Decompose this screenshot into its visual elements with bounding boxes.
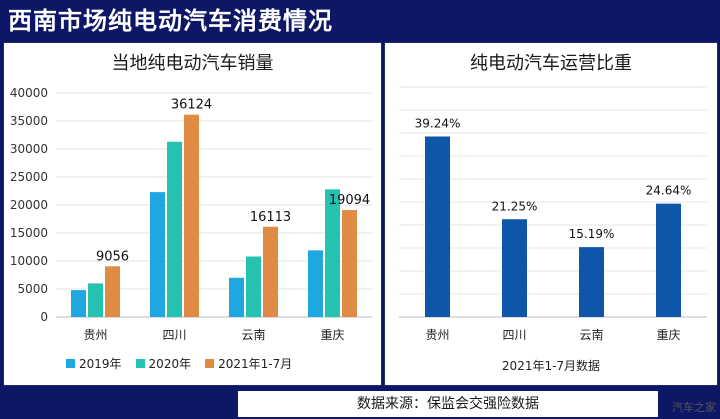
legend-label-2021: 2021年1-7月 [218, 357, 293, 371]
sales-bar-2019年-重庆 [308, 250, 323, 317]
sales-ytick-label: 35000 [10, 114, 48, 128]
share-bar-贵州 [425, 136, 450, 317]
sales-ytick-label: 10000 [10, 254, 48, 268]
legend-label-2019: 2019年 [79, 357, 122, 371]
legend-2021: 2021年1-7月 [205, 355, 292, 372]
sales-data-label: 36124 [171, 98, 212, 113]
sales-legend: 2019年 2020年 2021年1-7月 [66, 355, 292, 372]
legend-swatch-2021 [205, 359, 215, 368]
sales-ytick-label: 25000 [10, 170, 48, 184]
source-note: 数据来源：保监会交强险数据 [238, 391, 658, 417]
share-bar-重庆 [656, 203, 681, 317]
share-data-label: 15.19% [569, 227, 615, 241]
share-xtick-label: 云南 [579, 327, 603, 342]
share-data-label: 24.64% [646, 184, 692, 198]
share-chart: 39.24% 贵州 21.25% 四川 15.19% 云南 24.64% 重庆 [399, 86, 707, 342]
sales-bar-2021年1-7月-重庆 [342, 210, 357, 317]
sales-ytick-label: 20000 [10, 198, 48, 212]
sales-bar-2019年-贵州 [71, 290, 86, 317]
sales-bar-2020年-贵州 [88, 283, 103, 317]
sales-chart: 0 5000 10000 15000 20000 25000 30000 35000 40000… [10, 86, 372, 342]
sales-data-label: 16113 [250, 210, 291, 225]
sales-ytick-label: 5000 [17, 282, 48, 296]
legend-label-2020: 2020年 [148, 357, 192, 371]
legend-swatch-2019 [66, 359, 75, 368]
page-title: 西南市场纯电动汽车消费情况 [8, 7, 333, 35]
sales-xtick-label: 四川 [162, 328, 186, 342]
sales-bar-2019年-云南 [229, 277, 244, 317]
share-xtick-label: 重庆 [656, 328, 680, 342]
sales-chart-panel: 当地纯电动汽车销量 0 5000 10000 15000 20000 25000 30000… [3, 42, 382, 386]
sales-data-label: 19094 [329, 193, 370, 208]
sales-ytick-label: 15000 [10, 226, 48, 240]
share-xtick-label: 贵州 [425, 328, 449, 342]
share-data-label: 39.24% [415, 116, 461, 130]
sales-bar-2020年-四川 [167, 141, 182, 317]
share-bar-云南 [579, 247, 604, 317]
sales-bar-2021年1-7月-贵州 [105, 266, 120, 317]
sales-ytick-label: 40000 [10, 86, 48, 100]
sales-data-label: 9056 [96, 249, 129, 264]
sales-bar-2020年-重庆 [325, 189, 340, 317]
share-data-label: 21.25% [492, 199, 538, 213]
share-xtick-label: 四川 [502, 328, 526, 342]
legend-swatch-2020 [135, 359, 145, 368]
legend-2020: 2020年 [135, 355, 192, 372]
share-chart-panel: 纯电动汽车运营比重 39.24% 贵州 21.25% 四川 15.19% 云南 24.64%… [384, 42, 718, 386]
share-chart-title: 纯电动汽车运营比重 [470, 53, 632, 74]
sales-ytick-label: 30000 [10, 142, 48, 156]
sales-chart-title: 当地纯电动汽车销量 [111, 53, 274, 74]
sales-xtick-label: 云南 [241, 327, 265, 342]
watermark: 汽车之家 [672, 401, 716, 414]
sales-ytick-label: 0 [40, 310, 48, 324]
sales-xtick-label: 重庆 [320, 328, 344, 342]
share-chart-xlabel: 2021年1-7月数据 [501, 359, 601, 373]
sales-xtick-label: 贵州 [83, 328, 107, 342]
sales-bar-2021年1-7月-四川 [184, 114, 199, 317]
sales-bar-2019年-四川 [150, 192, 165, 317]
sales-bar-2020年-云南 [246, 256, 261, 317]
sales-bar-2021年1-7月-云南 [263, 226, 278, 317]
legend-2019: 2019年 [66, 355, 122, 372]
share-bar-四川 [502, 219, 527, 317]
